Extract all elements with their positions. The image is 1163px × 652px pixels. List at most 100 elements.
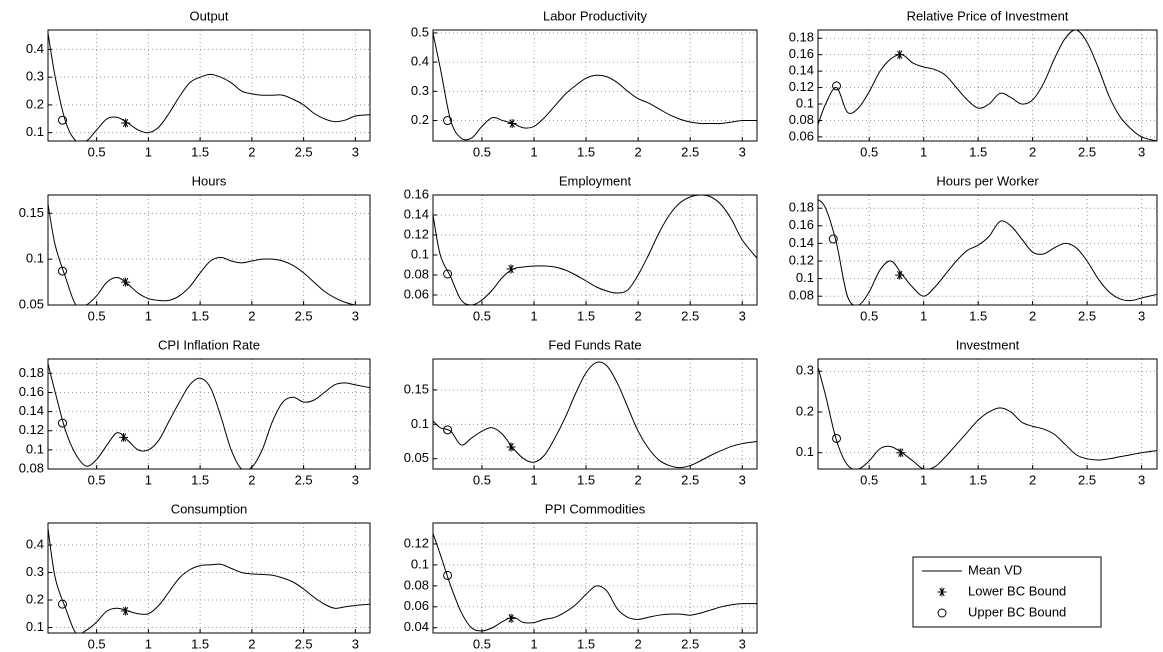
x-tick-label: 3 — [739, 144, 746, 159]
y-tick-label: 0.4 — [26, 41, 44, 56]
y-tick-label: 0.18 — [789, 30, 814, 45]
x-tick-label: 2 — [635, 308, 642, 323]
y-tick-label: 0.2 — [796, 403, 814, 418]
y-tick-label: 0.2 — [26, 591, 44, 606]
y-tick-label: 0.1 — [411, 556, 429, 571]
y-tick-label: 0.1 — [26, 124, 44, 139]
lower-bound-marker — [895, 270, 905, 280]
y-tick-label: 0.1 — [411, 246, 429, 261]
panel-title: Labor Productivity — [543, 8, 648, 23]
lower-bound-marker — [507, 118, 517, 128]
y-tick-label: 0.18 — [789, 200, 814, 215]
x-tick-label: 0.5 — [860, 144, 878, 159]
y-tick-label: 0.08 — [19, 460, 44, 475]
y-tick-label: 0.4 — [26, 536, 44, 551]
x-tick-label: 0.5 — [473, 472, 491, 487]
y-tick-label: 0.12 — [789, 252, 814, 267]
lower-bound-marker — [937, 587, 947, 597]
y-tick-label: 0.08 — [789, 112, 814, 127]
legend-circle — [937, 608, 947, 618]
y-tick-label: 0.18 — [19, 365, 44, 380]
y-tick-label: 0.16 — [19, 384, 44, 399]
x-tick-label: 0.5 — [473, 308, 491, 323]
x-tick-label: 2.5 — [295, 144, 313, 159]
x-tick-label: 2 — [248, 308, 255, 323]
mean-vd-line — [48, 363, 370, 469]
lower-bound-marker — [895, 50, 905, 60]
panel: CPI Inflation Rate 0.5 1 1.5 2 2.5 3 0.08 0.1 0.1… — [19, 337, 371, 487]
y-tick-label: 0.08 — [404, 577, 429, 592]
upper-bound-marker — [57, 599, 67, 609]
x-tick-label: 2.5 — [681, 144, 699, 159]
x-tick-label: 3 — [739, 636, 746, 651]
x-tick-label: 1 — [145, 472, 152, 487]
y-tick-label: 0.14 — [789, 235, 814, 250]
mean-vd-line — [48, 32, 370, 141]
x-tick-label: 2 — [635, 472, 642, 487]
y-tick-label: 0.06 — [404, 286, 429, 301]
lower-bound-marker — [121, 606, 131, 616]
x-tick-label: 3 — [739, 472, 746, 487]
y-tick-label: 0.16 — [404, 186, 429, 201]
plot-frame — [432, 522, 758, 634]
x-tick-label: 2 — [248, 636, 255, 651]
x-tick-label: 1.5 — [969, 472, 987, 487]
x-tick-label: 1.5 — [577, 636, 595, 651]
y-tick-label: 0.1 — [796, 270, 814, 285]
y-tick-label: 0.5 — [411, 24, 429, 39]
x-tick-label: 2.5 — [1078, 308, 1096, 323]
mean-vd-line — [433, 32, 757, 141]
mean-vd-line — [48, 204, 370, 305]
x-tick-label: 2 — [635, 636, 642, 651]
y-tick-label: 0.14 — [789, 63, 814, 78]
x-tick-label: 1.5 — [577, 144, 595, 159]
x-tick-label: 1 — [530, 308, 537, 323]
y-tick-label: 0.3 — [26, 69, 44, 84]
y-tick-label: 0.3 — [796, 363, 814, 378]
y-tick-label: 0.1 — [26, 619, 44, 634]
plot-frame — [47, 358, 371, 470]
x-tick-label: 3 — [352, 308, 359, 323]
panel-title: Relative Price of Investment — [907, 8, 1069, 23]
panel: Relative Price of Investment 0.5 1 1.5 2 2.5 3… — [789, 8, 1158, 159]
lower-bound-marker — [896, 448, 906, 458]
x-tick-label: 1.5 — [191, 472, 209, 487]
x-tick-label: 3 — [1138, 144, 1145, 159]
x-tick-label: 1 — [920, 472, 927, 487]
y-tick-label: 0.1 — [26, 441, 44, 456]
panel: Output 0.5 1 1.5 2 2.5 3 0.1 0.2 0.3 0.4 — [26, 8, 371, 159]
panel: Hours 0.5 1 1.5 2 2.5 3 0.05 0.1 0.15 — [19, 173, 371, 323]
x-tick-label: 2.5 — [681, 308, 699, 323]
x-tick-label: 2 — [248, 472, 255, 487]
x-tick-label: 1.5 — [191, 308, 209, 323]
lower-bound-marker — [506, 264, 516, 274]
mean-vd-line — [818, 30, 1157, 141]
x-tick-label: 2.5 — [1078, 472, 1096, 487]
x-tick-label: 2 — [1029, 308, 1036, 323]
plot-frame — [817, 29, 1158, 142]
plot-frame — [817, 358, 1158, 470]
y-tick-label: 0.1 — [796, 95, 814, 110]
upper-bound-marker — [443, 425, 453, 435]
legend-label: Mean VD — [968, 562, 1022, 577]
upper-bound-marker — [828, 234, 838, 244]
upper-bound-marker — [57, 266, 67, 276]
panel: Hours per Worker 0.5 1 1.5 2 2.5 3 0.08 0.1 0.12 0… — [789, 173, 1158, 323]
panel-title: Hours — [192, 173, 227, 188]
upper-bound-marker — [443, 269, 453, 279]
upper-bound-marker — [832, 81, 842, 91]
y-tick-label: 0.2 — [411, 112, 429, 127]
legend-label: Lower BC Bound — [968, 583, 1066, 598]
y-tick-label: 0.08 — [404, 266, 429, 281]
x-tick-label: 2 — [248, 144, 255, 159]
x-tick-label: 2 — [1029, 144, 1036, 159]
upper-bound-marker — [832, 433, 842, 443]
x-tick-label: 1 — [145, 308, 152, 323]
lower-bound-marker — [121, 118, 131, 128]
panel-title: Fed Funds Rate — [548, 337, 641, 352]
x-tick-label: 1 — [530, 636, 537, 651]
legend: Mean VD Lower BC Bound Upper BC Bound — [912, 556, 1102, 628]
mean-vd-line — [818, 367, 1157, 469]
x-tick-label: 1 — [920, 144, 927, 159]
